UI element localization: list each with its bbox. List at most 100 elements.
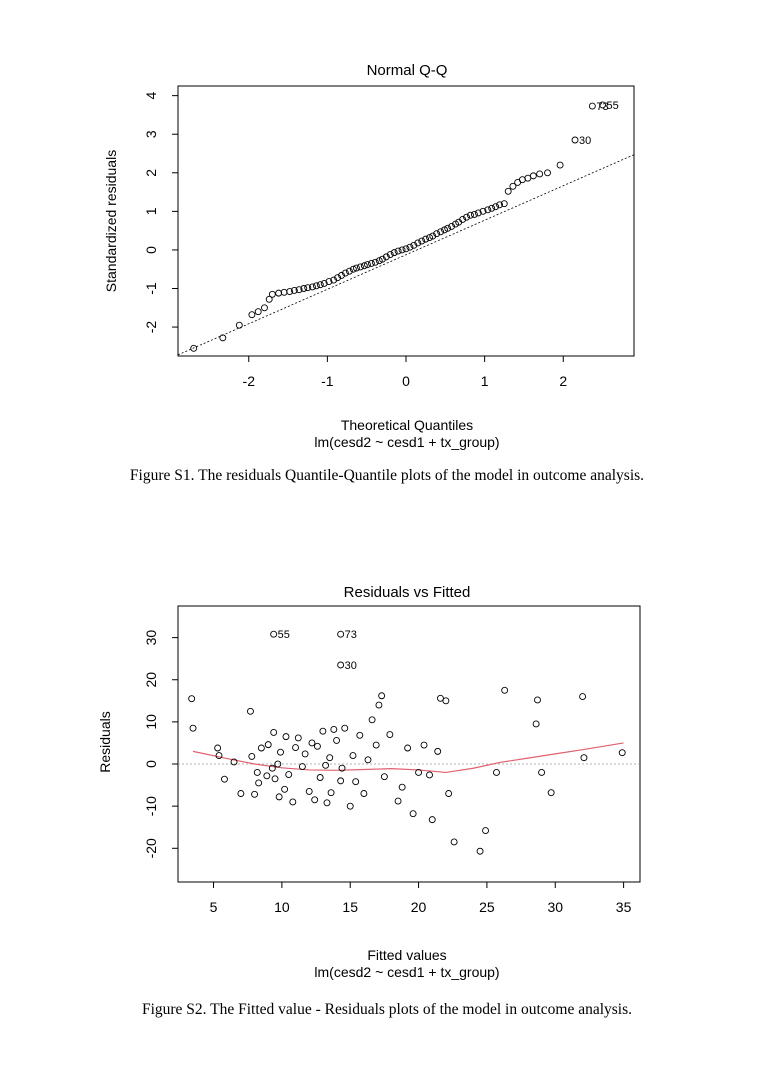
data-point — [356, 263, 364, 271]
data-point — [189, 724, 197, 732]
y-tick-label: 30 — [143, 630, 159, 646]
data-point — [257, 744, 265, 752]
data-point — [500, 200, 508, 208]
qq-reference-line — [177, 154, 635, 356]
data-point — [410, 241, 418, 249]
data-point — [382, 253, 390, 261]
data-point — [298, 763, 306, 770]
data-point — [349, 265, 357, 273]
data-point — [493, 768, 500, 776]
x-tick-label: 35 — [616, 899, 632, 915]
data-point — [422, 235, 430, 243]
data-point — [420, 741, 428, 749]
data-point — [313, 742, 321, 750]
data-point — [433, 230, 441, 238]
qq-x-axis-label: Theoretical Quantiles — [341, 417, 473, 433]
data-point — [418, 237, 426, 245]
data-point — [538, 768, 546, 776]
data-point — [429, 232, 437, 240]
y-tick-label: 2 — [143, 169, 159, 177]
data-point — [444, 224, 452, 232]
data-point — [580, 754, 588, 762]
data-point — [334, 274, 342, 282]
data-point — [319, 727, 327, 735]
data-point — [547, 789, 555, 797]
data-point — [484, 206, 492, 214]
data-point — [215, 752, 223, 760]
data-point — [337, 777, 345, 785]
data-point — [398, 246, 406, 254]
data-point — [295, 286, 303, 294]
y-tick-label: 0 — [143, 760, 159, 768]
data-point — [300, 285, 308, 292]
data-point — [402, 245, 410, 253]
data-point — [289, 798, 297, 806]
data-point — [364, 261, 371, 269]
data-point — [459, 216, 467, 223]
data-point — [360, 790, 368, 797]
data-point — [378, 255, 386, 263]
data-point — [235, 321, 243, 329]
data-point — [219, 334, 227, 342]
data-point — [292, 744, 300, 752]
data-point — [386, 731, 394, 738]
data-point — [390, 249, 398, 257]
labeled-point — [599, 101, 607, 109]
data-point — [463, 213, 470, 221]
figure-s1-caption: Figure S1. The residuals Quantile-Quanti… — [130, 467, 644, 484]
data-point — [529, 172, 537, 180]
data-point — [275, 793, 283, 801]
data-point — [470, 210, 478, 218]
rvf-y-axis: -20 -10 0 10 20 30 — [143, 630, 178, 858]
data-point — [248, 752, 256, 760]
data-point — [316, 774, 324, 781]
rvf-x-axis-sublabel: lm(cesd2 ~ cesd1 + tx_group) — [314, 964, 499, 980]
data-point — [398, 783, 406, 791]
data-point — [353, 264, 360, 272]
data-point — [445, 790, 453, 797]
data-point — [426, 771, 433, 779]
data-point — [341, 724, 349, 732]
data-point — [221, 775, 228, 783]
data-point — [436, 694, 444, 702]
point-label: 55 — [278, 629, 290, 641]
data-point — [488, 204, 496, 212]
data-point — [404, 744, 412, 752]
figure-s2-caption: Figure S2. The Fitted value - Residuals … — [142, 1001, 632, 1018]
x-tick-label: 2 — [559, 373, 567, 389]
data-point — [415, 768, 423, 776]
data-point — [474, 209, 482, 217]
data-point — [237, 790, 245, 797]
data-point — [476, 847, 484, 855]
data-point — [345, 267, 353, 275]
y-tick-label: 0 — [143, 246, 159, 254]
data-point — [509, 182, 517, 190]
x-tick-label: 15 — [342, 899, 358, 915]
data-point — [371, 258, 379, 266]
point-label: 55 — [607, 100, 619, 112]
rvf-point-labels: 55 73 30 — [270, 629, 357, 672]
y-tick-label: -1 — [143, 282, 159, 295]
data-point — [378, 692, 386, 700]
data-point — [285, 771, 293, 778]
data-point — [406, 243, 414, 251]
data-point — [230, 758, 238, 766]
data-point — [482, 827, 489, 835]
data-point — [290, 286, 298, 294]
data-point — [352, 778, 360, 786]
data-point — [394, 797, 402, 805]
data-point — [268, 290, 276, 298]
data-point — [375, 701, 383, 709]
data-point — [360, 262, 368, 270]
data-point — [311, 796, 319, 804]
rvf-x-axis-label: Fitted values — [367, 947, 446, 963]
data-point — [308, 739, 316, 747]
rvf-points — [188, 686, 626, 855]
data-point — [544, 169, 551, 177]
data-point — [386, 251, 394, 259]
data-point — [304, 284, 312, 292]
data-point — [271, 775, 279, 783]
data-point — [504, 187, 512, 195]
labeled-point — [337, 661, 345, 669]
